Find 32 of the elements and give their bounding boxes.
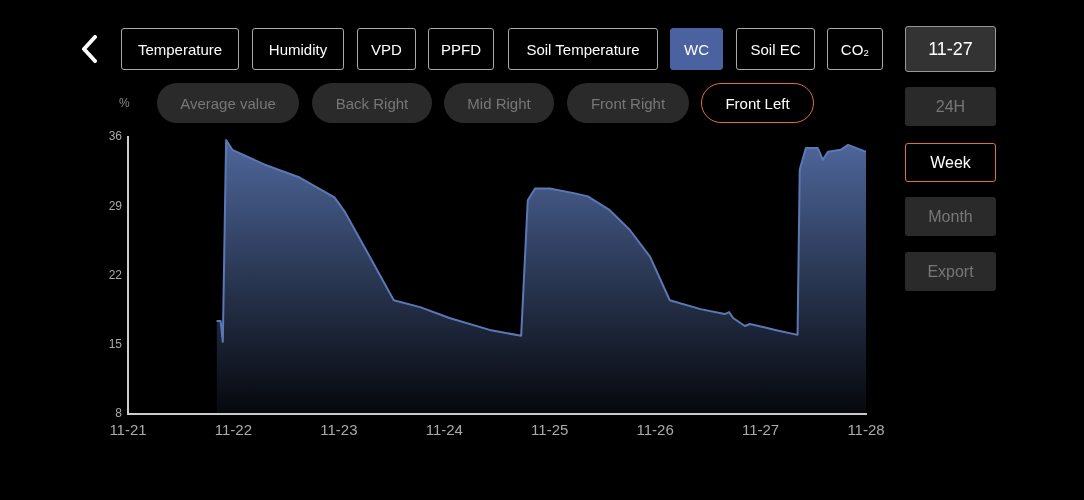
text: PPFD: [428, 28, 494, 70]
x-tick-label: 11-27: [741, 421, 780, 439]
text: WC: [670, 28, 723, 70]
text: Average value: [157, 83, 299, 123]
text: Humidity: [252, 28, 344, 70]
text: Week: [905, 143, 996, 182]
x-tick-label: 11-25: [531, 421, 569, 439]
text: Mid Right: [444, 83, 554, 123]
x-tick-label: 11-21: [109, 421, 147, 439]
text: Soil Temperature: [508, 28, 658, 70]
x-tick-label: 11-22: [214, 421, 253, 439]
text: CO₂: [827, 28, 883, 70]
text: Back Right: [312, 83, 432, 123]
y-tick-label: 22: [108, 267, 123, 282]
y-tick-label: 36: [108, 129, 123, 144]
x-tick-label: 11-28: [847, 421, 885, 439]
text: Front Right: [567, 83, 689, 123]
x-tick-label: 11-23: [320, 421, 358, 439]
y-tick-label: 15: [108, 337, 123, 352]
text: Temperature: [121, 28, 239, 70]
text: VPD: [357, 28, 416, 70]
x-tick-label: 11-24: [425, 421, 463, 439]
text: 11-27: [905, 26, 996, 72]
text: Export: [905, 252, 996, 291]
text: Month: [905, 197, 996, 236]
y-tick-label: 8: [115, 406, 123, 421]
text: Front Left: [701, 83, 814, 123]
y-tick-label: 29: [108, 198, 123, 213]
text: Soil EC: [736, 28, 815, 70]
y-axis-title: %: [119, 96, 130, 110]
text: 24H: [905, 87, 996, 126]
x-tick-label: 11-26: [636, 421, 674, 439]
